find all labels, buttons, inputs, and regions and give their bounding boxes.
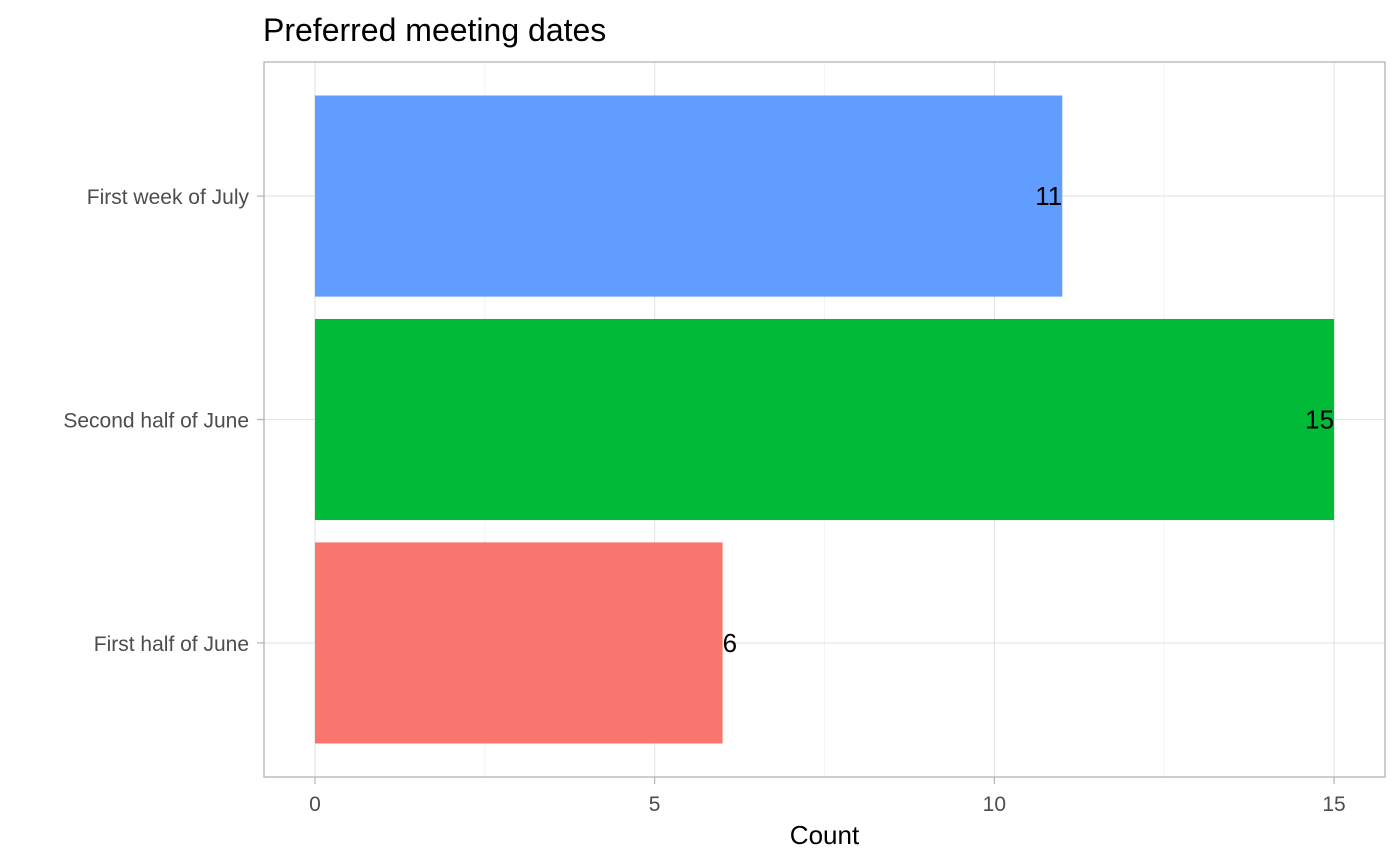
data-labels: 6 15 11 <box>723 181 1334 658</box>
y-axis-ticks: First half of June Second half of June Fir… <box>63 186 264 656</box>
bar-data-label: 15 <box>1305 405 1334 435</box>
bar-data-label: 11 <box>1035 181 1062 211</box>
x-tick-label: 15 <box>1322 793 1345 816</box>
bar <box>314 542 723 744</box>
x-axis-ticks: 0 5 10 15 <box>309 777 1346 816</box>
x-tick-label: 0 <box>309 793 321 816</box>
y-tick-label: First half of June <box>94 633 249 656</box>
y-tick-label: First week of July <box>87 186 250 209</box>
x-tick-label: 5 <box>649 793 661 816</box>
bar-data-label: 6 <box>723 628 737 658</box>
x-axis-title: Count <box>790 820 860 850</box>
bars <box>314 95 1335 744</box>
bar <box>314 95 1063 297</box>
chart-title: Preferred meeting dates <box>263 12 606 48</box>
x-tick-label: 10 <box>983 793 1006 816</box>
bar <box>314 318 1335 521</box>
y-tick-label: Second half of June <box>63 410 249 433</box>
